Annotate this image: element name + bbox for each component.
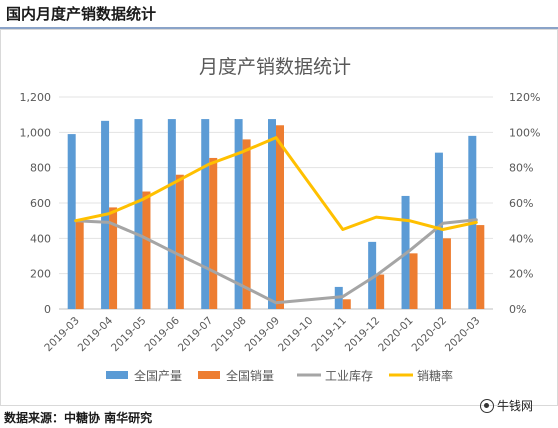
y-right-tick-label: 80% — [509, 162, 533, 175]
x-tick-label: 2019-09 — [243, 315, 283, 355]
y-left-tick-label: 1,200 — [20, 91, 52, 104]
y-right-tick-label: 120% — [509, 91, 540, 104]
bar-全国销量 — [409, 253, 418, 309]
title-divider — [0, 27, 558, 29]
legend-label-工业库存: 工业库存 — [325, 368, 373, 383]
bar-全国销量 — [276, 125, 284, 310]
x-tick-label: 2019-03 — [42, 315, 82, 355]
bar-全国产量 — [268, 119, 276, 309]
legend-label-全国产量: 全国产量 — [134, 368, 182, 383]
chart-title: 月度产销数据统计 — [199, 56, 351, 78]
bar-全国产量 — [167, 119, 176, 309]
y-left-tick-label: 600 — [30, 197, 51, 210]
bar-全国销量 — [142, 191, 151, 309]
y-right-tick-label: 40% — [509, 232, 533, 245]
bar-全国销量 — [175, 174, 184, 309]
bar-全国销量 — [376, 274, 385, 309]
y-right-tick-label: 20% — [509, 268, 533, 281]
x-tick-label: 2019-06 — [142, 314, 182, 354]
bar-全国销量 — [342, 299, 351, 309]
wechat-bubble-icon — [480, 398, 494, 413]
bar-全国销量 — [109, 207, 118, 309]
bar-全国销量 — [75, 220, 84, 309]
y-right-tick-label: 0% — [509, 303, 526, 316]
bar-全国销量 — [242, 139, 251, 309]
gridlines — [59, 96, 493, 310]
line-series — [74, 136, 478, 305]
bar-全国产量 — [201, 119, 210, 309]
watermark: 牛钱网 — [480, 397, 533, 414]
bar-全国产量 — [368, 241, 377, 309]
y-left-tick-label: 0 — [44, 303, 51, 316]
page-title: 国内月度产销数据统计 — [6, 5, 157, 23]
legend-swatch-全国销量 — [198, 371, 220, 379]
x-tick-label: 2019-10 — [276, 315, 316, 355]
watermark-text: 牛钱网 — [497, 399, 534, 413]
x-tick-label: 2019-07 — [176, 315, 216, 355]
y-left-tick-label: 1,000 — [20, 126, 52, 139]
source-note: 数据来源：中糖协 南华研究 — [4, 411, 153, 425]
bar-全国销量 — [442, 238, 451, 309]
y-left-tick-label: 800 — [30, 162, 51, 175]
bar-全国产量 — [434, 152, 443, 309]
x-tick-label: 2019-11 — [309, 315, 349, 355]
x-tick-label: 2020-03 — [443, 315, 483, 355]
y-axis-left-ticks: 0 200 400 600 800 1,000 1,200 — [20, 91, 52, 316]
y-axis-right-ticks: 0% 20% 40% 60% 80% 100% 120% — [509, 91, 540, 316]
chart-container: 月度产销数据统计 0 200 400 600 800 1,000 1,200 0% 20% 40… — [0, 29, 558, 406]
chart-svg: 月度产销数据统计 0 200 400 600 800 1,000 1,200 0% 20% 40… — [20, 56, 541, 383]
bar-全国产量 — [134, 119, 143, 309]
bar-全国产量 — [234, 119, 243, 309]
legend-label-销糖率: 销糖率 — [417, 368, 453, 383]
x-tick-label: 2020-01 — [376, 315, 416, 355]
bar-全国销量 — [209, 157, 218, 309]
x-tick-label: 2019-08 — [209, 315, 249, 355]
legend-label-全国销量: 全国销量 — [226, 368, 274, 383]
line-销糖率 — [74, 136, 478, 231]
y-right-tick-label: 100% — [509, 126, 540, 139]
chart-legend: 全国产量 全国销量 工业库存 销糖率 — [106, 368, 453, 383]
legend-swatch-全国产量 — [106, 371, 128, 379]
bar-全国产量 — [67, 134, 76, 309]
y-left-tick-label: 200 — [30, 268, 51, 281]
bar-series — [67, 119, 485, 310]
x-axis-ticks: 2019-032019-042019-052019-062019-072019-… — [42, 314, 482, 354]
x-tick-label: 2019-05 — [109, 315, 149, 355]
bar-全国销量 — [476, 225, 485, 309]
y-left-tick-label: 400 — [30, 232, 51, 245]
line-工业库存 — [74, 218, 478, 305]
y-right-tick-label: 60% — [509, 197, 533, 210]
x-tick-label: 2020-02 — [410, 315, 450, 355]
x-tick-label: 2019-12 — [343, 315, 383, 355]
x-tick-label: 2019-04 — [76, 314, 116, 354]
